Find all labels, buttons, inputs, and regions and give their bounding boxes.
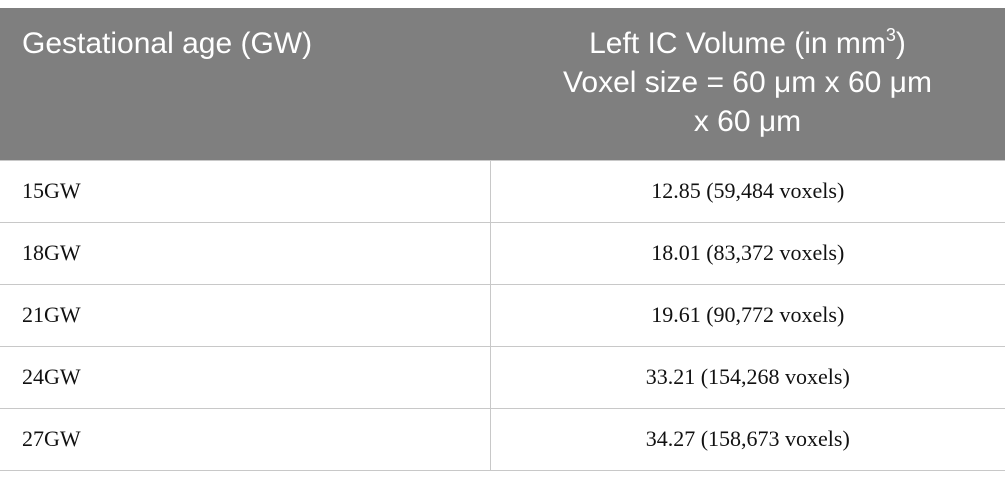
- header-text: Voxel size = 60 μm x 60 μm: [563, 66, 932, 99]
- table-cell: 15GW: [0, 159, 491, 223]
- header-text: Left IC Volume (in mm: [589, 27, 886, 60]
- table-cell: 24GW: [0, 345, 491, 409]
- table-row: 24GW 33.21 (154,268 voxels): [0, 345, 1005, 409]
- table-cell: 21GW: [0, 283, 491, 347]
- data-table: Gestational age (GW) Left IC Volume (in …: [0, 8, 1005, 471]
- header-cell: Gestational age (GW): [0, 8, 490, 160]
- table-row: 15GW 12.85 (59,484 voxels): [0, 159, 1005, 223]
- table-cell: 18GW: [0, 221, 491, 285]
- header-text: x 60 μm: [693, 105, 802, 138]
- table-row: 21GW 19.61 (90,772 voxels): [0, 283, 1005, 347]
- table-cell: 19.61 (90,772 voxels): [490, 283, 1005, 347]
- table-row: 18GW 18.01 (83,372 voxels): [0, 221, 1005, 285]
- table-cell: 34.27 (158,673 voxels): [490, 407, 1005, 471]
- table-cell: 27GW: [0, 407, 491, 471]
- superscript: 3: [885, 25, 896, 45]
- table-cell: 33.21 (154,268 voxels): [490, 345, 1005, 409]
- table-cell: 18.01 (83,372 voxels): [490, 221, 1005, 285]
- header-cell: Left IC Volume (in mm3) Voxel size = 60 μ…: [490, 8, 1005, 160]
- header-row: Gestational age (GW) Left IC Volume (in …: [0, 8, 1005, 160]
- table-cell: 12.85 (59,484 voxels): [490, 159, 1005, 223]
- table-row: 27GW 34.27 (158,673 voxels): [0, 407, 1005, 471]
- table-body: 15GW 12.85 (59,484 voxels) 18GW 18.01 (83,3…: [0, 159, 1005, 471]
- header-text: ): [895, 27, 906, 60]
